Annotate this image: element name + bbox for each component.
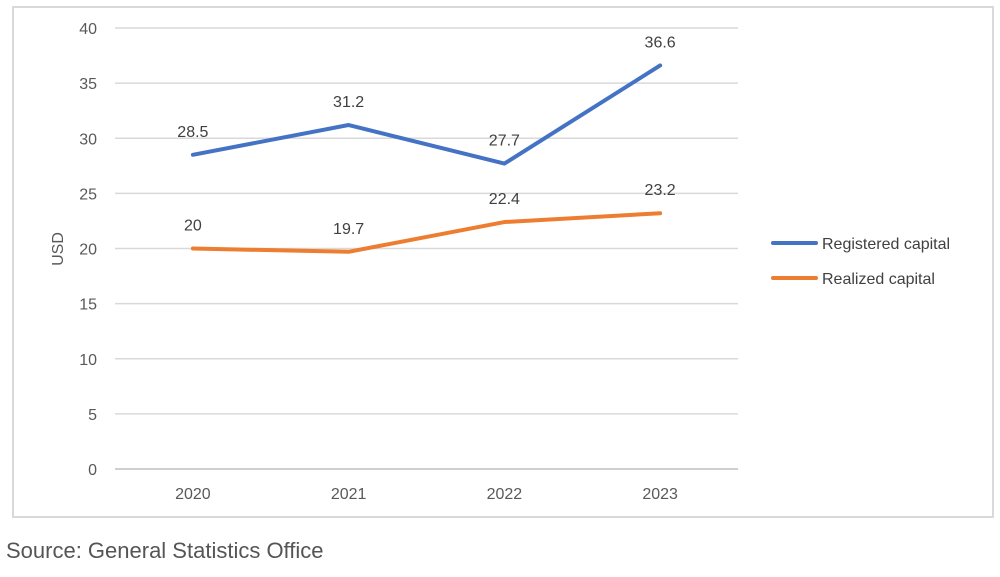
legend-label: Realized capital <box>822 271 935 288</box>
data-label: 36.6 <box>645 34 676 51</box>
data-label: 27.7 <box>489 133 520 150</box>
y-tick-label: 5 <box>88 407 97 424</box>
y-tick-label: 35 <box>79 76 97 93</box>
series-line-0 <box>190 63 663 166</box>
x-tick-label: 2020 <box>175 486 211 503</box>
y-axis-label: USD <box>50 232 67 266</box>
series-line-1 <box>190 211 663 254</box>
data-label: 19.7 <box>333 221 364 238</box>
y-tick-label: 15 <box>79 297 97 314</box>
y-tick-label: 0 <box>88 462 97 479</box>
x-tick-label: 2022 <box>487 486 523 503</box>
data-label: 22.4 <box>489 191 520 208</box>
x-tick-label: 2023 <box>642 486 678 503</box>
data-label: 28.5 <box>177 124 208 141</box>
x-tick-label: 2021 <box>331 486 367 503</box>
y-tick-label: 30 <box>79 131 97 148</box>
y-tick-label: 40 <box>79 21 97 38</box>
y-tick-label: 10 <box>79 352 97 369</box>
y-tick-label: 20 <box>79 242 97 259</box>
data-label: 23.2 <box>645 182 676 199</box>
source-note: Source: General Statistics Office <box>6 538 324 563</box>
y-tick-label: 25 <box>79 186 97 203</box>
data-label: 20 <box>184 218 202 235</box>
legend-label: Registered capital <box>822 236 950 253</box>
chart-frame <box>12 6 994 518</box>
data-label: 31.2 <box>333 94 364 111</box>
